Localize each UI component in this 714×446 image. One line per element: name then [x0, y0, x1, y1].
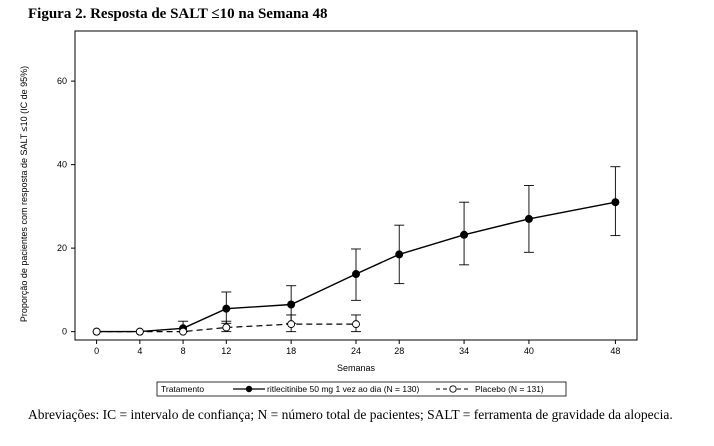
y-axis-ticks: 0 20 40 60	[57, 76, 75, 337]
x-tick-label-48: 48	[610, 346, 620, 356]
series-0	[92, 166, 621, 336]
x-tick-label-18: 18	[286, 346, 296, 356]
series-line-1	[96, 323, 356, 333]
footnote: Abreviações: IC = intervalo de confiança…	[28, 407, 673, 422]
data-point-0-9	[611, 198, 620, 207]
x-tick-label-8: 8	[181, 346, 186, 356]
data-point-0-3	[222, 304, 231, 313]
legend-label-placebo: Placebo (N = 131)	[475, 384, 544, 394]
data-point-0-8	[524, 214, 533, 223]
x-tick-label-28: 28	[394, 346, 404, 356]
data-point-1-2	[179, 327, 188, 336]
series-layer	[92, 166, 621, 336]
y-tick-label-40: 40	[57, 160, 67, 170]
data-point-0-7	[460, 230, 469, 239]
data-point-1-1	[135, 327, 144, 336]
x-tick-label-4: 4	[137, 346, 142, 356]
data-point-0-5	[352, 270, 360, 279]
data-point-1-3	[222, 323, 231, 332]
y-tick-label-60: 60	[57, 76, 67, 86]
x-tick-label-34: 34	[459, 346, 469, 356]
data-point-1-0	[92, 327, 101, 336]
data-point-0-6	[395, 250, 404, 259]
legend-label-ritlecitinib: ritlecitinibe 50 mg 1 vez ao dia (N = 13…	[267, 384, 420, 394]
x-tick-label-0: 0	[94, 346, 99, 356]
series-line-0	[96, 201, 616, 333]
data-point-0-4	[287, 300, 296, 309]
legend-title: Tratamento	[161, 384, 204, 394]
legend-marker-placebo	[449, 385, 457, 393]
data-point-1-5	[352, 320, 360, 329]
series-1	[92, 314, 361, 336]
x-axis-label: Semanas	[337, 363, 376, 373]
legend: Tratamento ritlecitinibe 50 mg 1 vez ao …	[156, 381, 567, 397]
y-tick-label-0: 0	[62, 327, 67, 337]
x-axis-ticks: 0 4 8 12 18 24 28 34 40 48	[94, 340, 620, 356]
x-tick-label-40: 40	[524, 346, 534, 356]
legend-marker-ritlecitinib	[245, 385, 253, 393]
x-tick-label-24: 24	[351, 346, 361, 356]
y-axis-label: Proporção de pacientes com resposta de S…	[19, 66, 29, 322]
x-tick-label-12: 12	[221, 346, 231, 356]
data-point-1-4	[287, 320, 296, 329]
legend-box	[156, 381, 567, 397]
y-tick-label-20: 20	[57, 243, 67, 253]
figure-title: Figura 2. Resposta de SALT ≤10 na Semana…	[28, 6, 328, 22]
